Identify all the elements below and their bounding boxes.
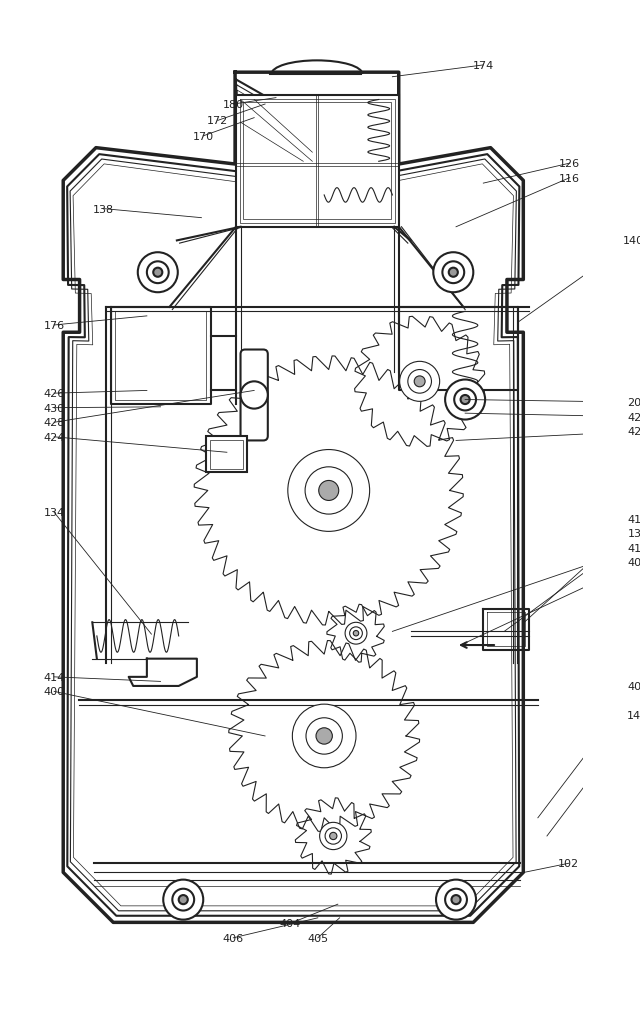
Text: 402: 402 (627, 558, 640, 568)
Circle shape (461, 395, 470, 404)
Polygon shape (355, 317, 484, 447)
Circle shape (319, 481, 339, 501)
Text: 200: 200 (627, 398, 640, 407)
Circle shape (330, 832, 337, 840)
Text: 422: 422 (627, 412, 640, 423)
Text: 174: 174 (473, 61, 494, 71)
Polygon shape (194, 357, 463, 626)
Text: 176: 176 (44, 320, 65, 331)
Circle shape (288, 450, 370, 532)
Circle shape (445, 380, 485, 421)
Text: 140: 140 (623, 237, 640, 246)
Circle shape (316, 728, 332, 744)
Bar (243, 103, 392, 220)
Polygon shape (63, 73, 524, 922)
Circle shape (414, 376, 425, 387)
Polygon shape (327, 605, 384, 662)
Text: 180: 180 (223, 100, 244, 110)
Circle shape (325, 828, 342, 844)
Circle shape (147, 262, 169, 284)
Bar (239, 99, 395, 223)
Polygon shape (295, 798, 371, 875)
Circle shape (172, 889, 194, 911)
Bar (206, 437, 247, 473)
Circle shape (306, 718, 342, 754)
Circle shape (451, 895, 461, 904)
Text: 404: 404 (280, 918, 301, 928)
Text: 116: 116 (559, 174, 580, 183)
Circle shape (292, 705, 356, 768)
Text: 102: 102 (558, 858, 579, 868)
Text: 426: 426 (44, 389, 65, 398)
Text: 420: 420 (627, 427, 640, 437)
Text: 405: 405 (307, 933, 328, 943)
Circle shape (138, 253, 178, 293)
Circle shape (153, 268, 163, 277)
Text: 400: 400 (44, 686, 65, 697)
Text: 172: 172 (207, 116, 228, 126)
Text: 430: 430 (44, 403, 65, 413)
Circle shape (319, 823, 347, 850)
Circle shape (179, 895, 188, 904)
Polygon shape (129, 659, 197, 686)
Text: 424: 424 (44, 433, 65, 443)
Circle shape (436, 880, 476, 920)
Text: 170: 170 (193, 131, 214, 142)
Circle shape (408, 370, 431, 393)
Text: 134: 134 (44, 508, 65, 518)
Circle shape (454, 389, 476, 411)
Text: 138: 138 (93, 204, 114, 214)
Circle shape (349, 627, 362, 640)
Text: 126: 126 (559, 159, 580, 169)
Text: 406: 406 (223, 933, 244, 943)
Bar (210, 440, 243, 469)
Polygon shape (228, 641, 420, 832)
Circle shape (353, 631, 359, 636)
Circle shape (305, 467, 353, 515)
Circle shape (442, 262, 464, 284)
Circle shape (241, 382, 268, 409)
Text: 146: 146 (627, 711, 640, 720)
Circle shape (433, 253, 474, 293)
Circle shape (449, 268, 458, 277)
Text: 408: 408 (627, 681, 640, 692)
Text: 136: 136 (627, 529, 640, 539)
Bar (236, 96, 399, 227)
Circle shape (445, 889, 467, 911)
Text: 416: 416 (627, 515, 640, 524)
Circle shape (345, 623, 367, 644)
Circle shape (399, 362, 440, 402)
Circle shape (163, 880, 204, 920)
Text: 414: 414 (44, 672, 65, 682)
Text: 412: 412 (627, 543, 640, 553)
FancyBboxPatch shape (241, 350, 268, 441)
Text: 428: 428 (44, 418, 65, 428)
